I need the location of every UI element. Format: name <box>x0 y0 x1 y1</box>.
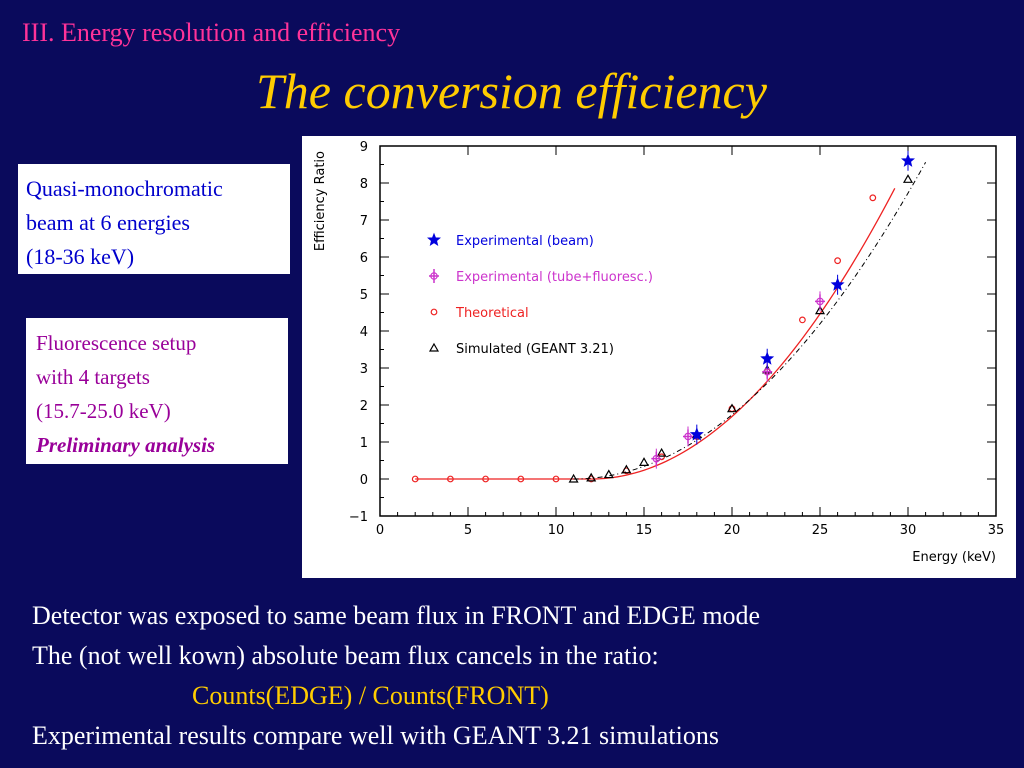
legend-entry-label: Experimental (beam) <box>456 234 594 249</box>
fluorescence-info-box: Fluorescence setup with 4 targets (15.7-… <box>26 318 288 464</box>
triangle-point <box>814 305 826 315</box>
triangle-point <box>726 403 738 413</box>
slide-title: The conversion efficiency <box>256 63 767 119</box>
x-tick-label: 15 <box>636 523 653 538</box>
circle-point <box>482 475 490 483</box>
chart-canvas: 0 5 10 15 20 25 30 35 −1 0 1 2 3 4 5 6 7 8 9 Energy (keV) Ef… <box>313 140 1005 565</box>
circle-point <box>552 475 560 483</box>
cross-point-ring <box>684 432 692 441</box>
bottom-line-3: Experimental results compare well with G… <box>32 721 719 750</box>
fluorescence-info-line: (15.7-25.0 keV) <box>36 399 171 423</box>
ratio-formula: Counts(EDGE) / Counts(FRONT) <box>192 681 549 710</box>
x-tick-label: 5 <box>464 523 472 538</box>
simulated-curve <box>573 162 927 480</box>
triangle-point <box>621 464 632 474</box>
theoretical-curve <box>591 188 896 480</box>
fluorescence-info-line: Fluorescence setup <box>36 331 197 355</box>
legend-triangle-marker <box>428 342 440 352</box>
y-axis-label: Efficiency Ratio <box>313 151 328 251</box>
beam-info-line: (18-36 keV) <box>26 244 135 269</box>
beam-info-line: beam at 6 energies <box>26 210 190 235</box>
triangle-point <box>638 457 650 466</box>
x-tick-label: 25 <box>812 523 829 538</box>
star-point <box>760 351 775 365</box>
star-point <box>830 277 845 291</box>
efficiency-chart: 0 5 10 15 20 25 30 35 −1 0 1 2 3 4 5 6 7 8 9 Energy (keV) Ef… <box>302 136 1016 578</box>
triangle-point <box>656 447 667 457</box>
bottom-line-1: Detector was exposed to same beam flux i… <box>32 601 761 630</box>
y-tick-label: 6 <box>360 251 368 266</box>
y-tick-label: 3 <box>360 362 368 377</box>
x-tick-label: 20 <box>724 523 741 538</box>
star-point <box>689 427 704 441</box>
x-tick-label: 10 <box>548 523 565 538</box>
cross-point-ring <box>816 297 824 306</box>
circle-point <box>834 257 841 265</box>
bottom-line-2: The (not well kown) absolute beam flux c… <box>32 641 659 670</box>
x-tick-label: 0 <box>376 523 384 538</box>
y-tick-label: 4 <box>360 325 368 340</box>
cross-point-ring <box>652 454 661 463</box>
y-tick-label: 5 <box>360 288 368 303</box>
circle-point <box>869 194 877 202</box>
preliminary-analysis-note: Preliminary analysis <box>36 433 216 457</box>
y-tick-label: 0 <box>360 473 368 488</box>
star-point <box>901 153 915 167</box>
legend-circle-marker <box>430 308 438 316</box>
x-axis-label: Energy (keV) <box>912 550 996 565</box>
circle-point <box>799 316 806 324</box>
y-tick-label: 1 <box>360 436 368 451</box>
triangle-point <box>603 469 614 479</box>
legend-cross-marker-ring <box>430 272 438 280</box>
y-tick-label: 7 <box>360 214 368 229</box>
plot-frame <box>379 145 997 517</box>
triangle-point <box>568 473 579 483</box>
circle-point <box>446 475 454 483</box>
section-title: III. Energy resolution and efficiency <box>22 18 401 47</box>
y-tick-label: 8 <box>360 177 368 192</box>
triangle-point <box>586 472 597 482</box>
legend-entry-label: Simulated (GEANT 3.21) <box>456 342 614 357</box>
triangle-point <box>902 174 914 183</box>
legend-entry-label: Theoretical <box>455 306 529 321</box>
fluorescence-info-line: with 4 targets <box>36 365 150 389</box>
circle-point <box>411 475 419 483</box>
beam-info-line: Quasi-monochromatic <box>26 176 223 201</box>
beam-info-box: Quasi-monochromatic beam at 6 energies (… <box>18 164 290 274</box>
y-tick-label: 2 <box>360 399 368 414</box>
x-tick-label: 30 <box>900 523 917 538</box>
legend-entry-label: Experimental (tube+fluoresc.) <box>456 270 653 285</box>
y-tick-label: −1 <box>349 510 368 525</box>
y-tick-label: 9 <box>360 140 368 155</box>
legend-star-marker <box>427 232 441 247</box>
bottom-text: Detector was exposed to same beam flux i… <box>32 596 760 756</box>
circle-point <box>517 475 525 483</box>
x-tick-label: 35 <box>988 523 1005 538</box>
